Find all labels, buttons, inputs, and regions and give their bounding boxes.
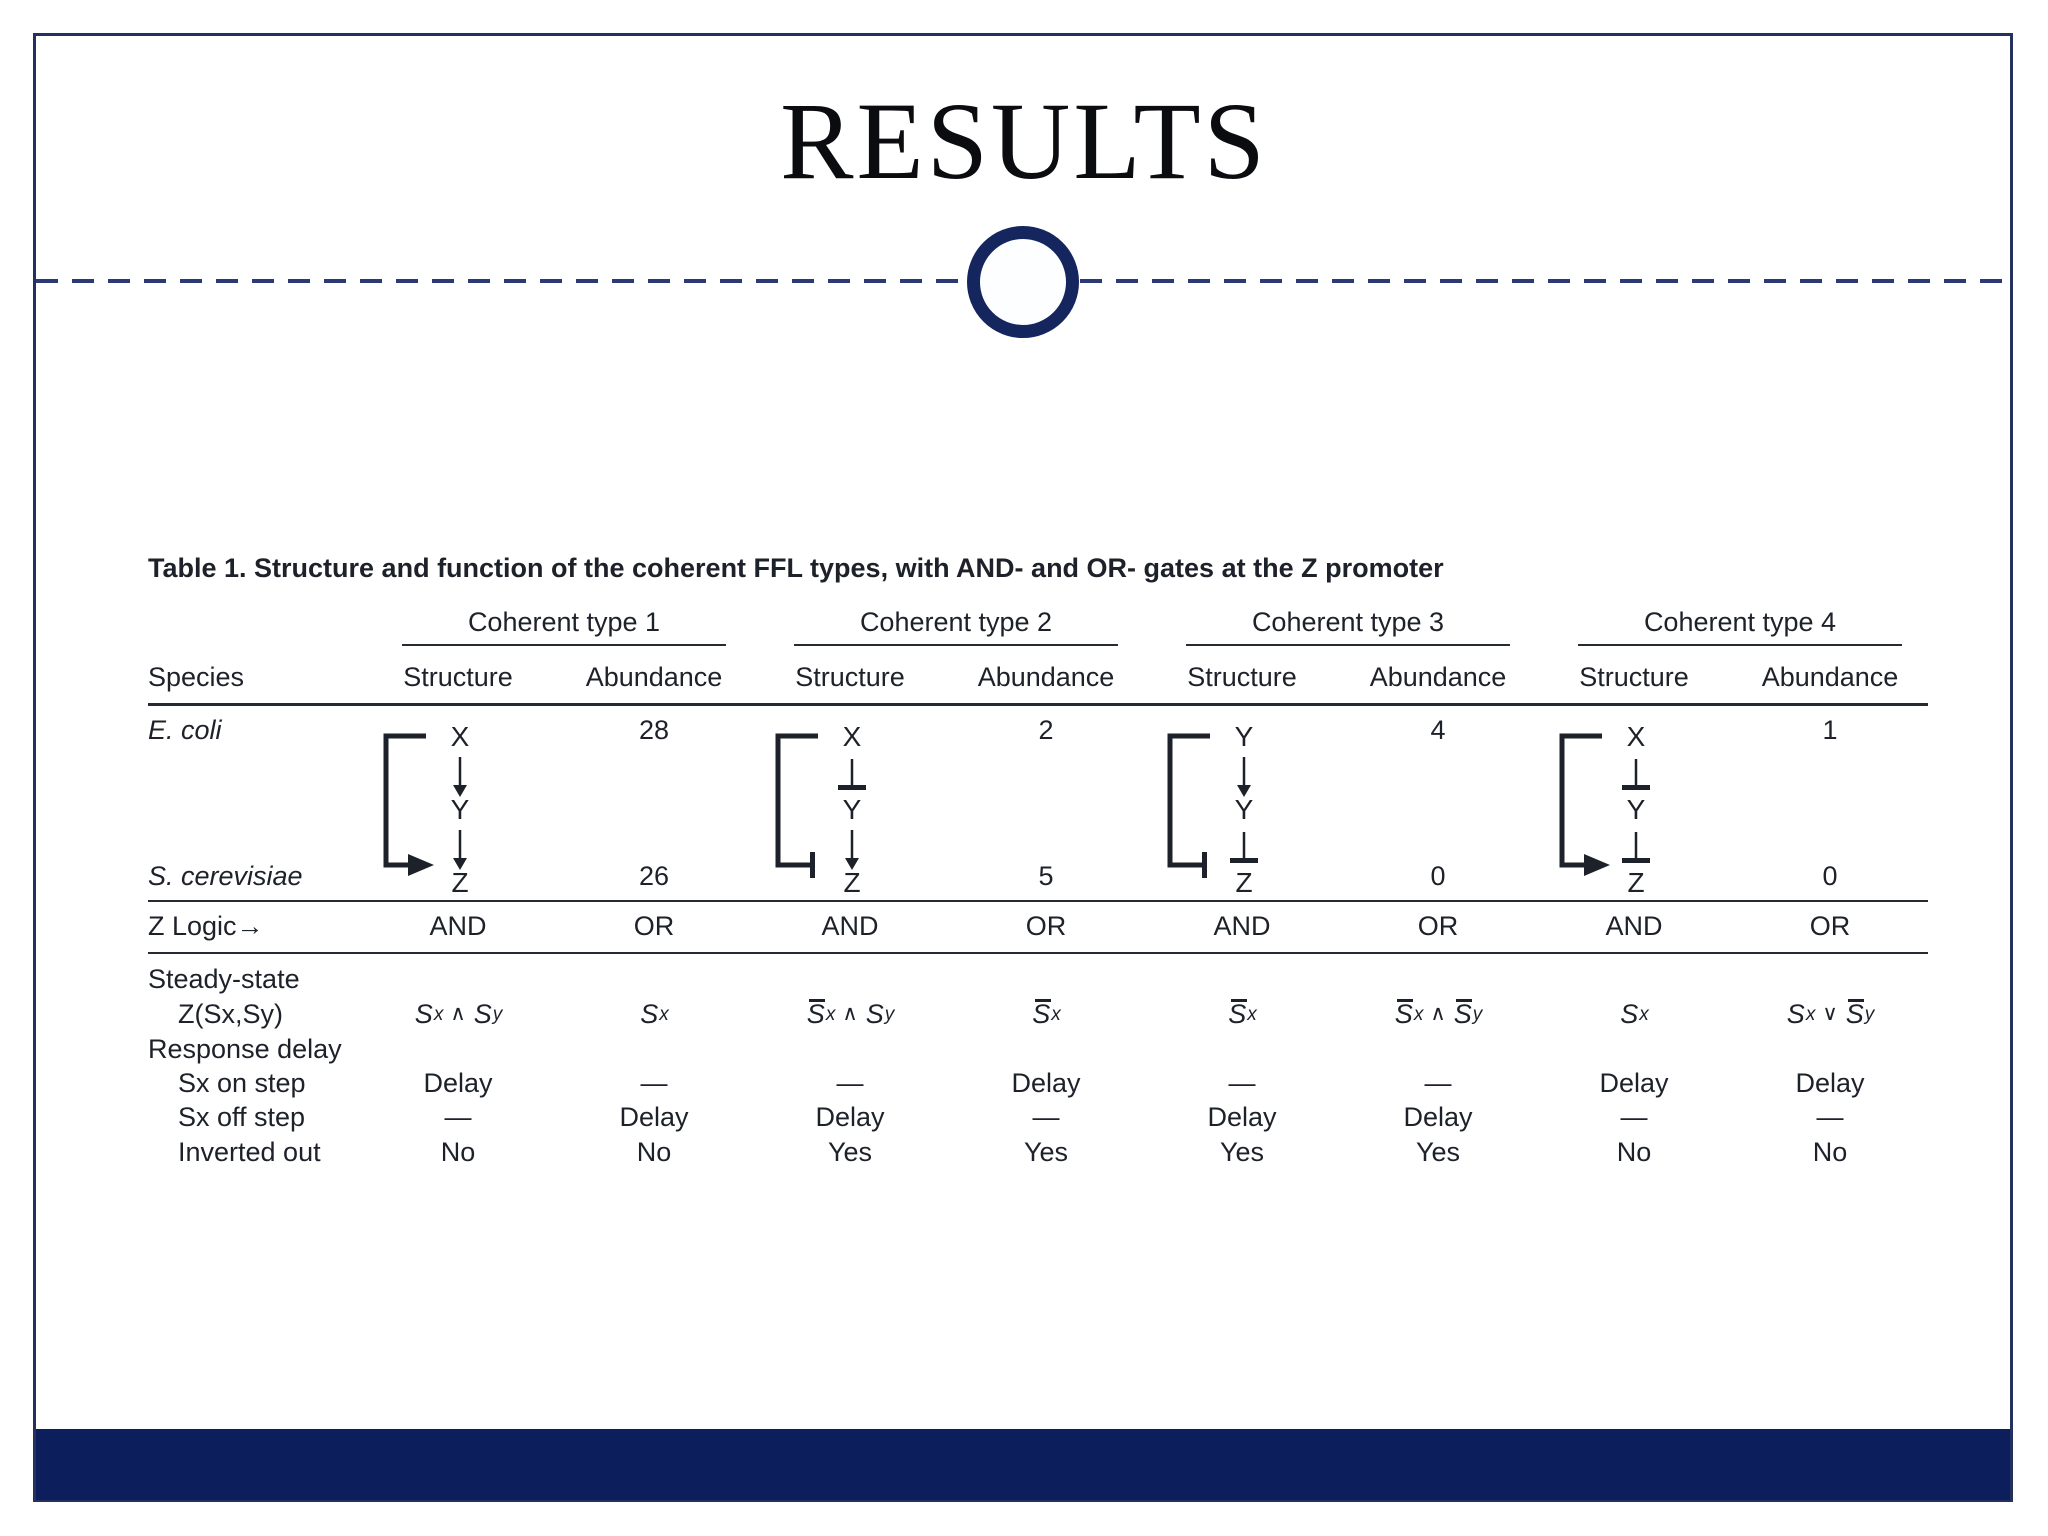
abundance-value-ecoli-type3: 4: [1430, 715, 1446, 745]
svg-text:Y: Y: [843, 794, 862, 825]
row-label-sx-off-step: Sx off step: [178, 1102, 306, 1133]
column-header-structure: Structure: [1144, 652, 1340, 706]
row-label-s-cerevisiae: S. cerevisiae: [148, 854, 360, 902]
column-header-structure: Structure: [752, 652, 948, 706]
structure-diagram-type-3: Y Y Z: [1144, 706, 1340, 902]
page-title: RESULTS: [780, 80, 1268, 202]
sx-on-step-value: Delay: [1599, 1068, 1669, 1099]
structure-diagram-type-1: X Y Z: [360, 706, 556, 902]
sx-on-step-value: —: [1424, 1068, 1452, 1099]
inverted-out-value: Yes: [1415, 1136, 1461, 1167]
svg-text:X: X: [451, 721, 470, 752]
svg-text:Z: Z: [1235, 867, 1252, 898]
abundance-value-ecoli-type4: 1: [1822, 715, 1838, 745]
sx-off-step-value: —: [444, 1102, 472, 1133]
sx-on-step-value: Delay: [423, 1068, 493, 1099]
inverted-out-value: Yes: [1023, 1136, 1069, 1167]
column-header-abundance: Abundance: [1732, 652, 1928, 706]
inverted-out-value: No: [440, 1136, 476, 1167]
abundance-value-scerevisiae-type2: 5: [948, 854, 1144, 902]
inverted-out-value: No: [1616, 1136, 1652, 1167]
sx-off-step-value: —: [1816, 1102, 1844, 1133]
svg-text:Z: Z: [451, 867, 468, 898]
structure-diagram-type-2: X Y Z: [752, 706, 948, 902]
z-logic-gate: OR: [1732, 902, 1928, 954]
z-logic-gate: OR: [556, 902, 752, 954]
svg-text:X: X: [843, 721, 862, 752]
column-header-structure: Structure: [1536, 652, 1732, 706]
sx-on-step-value: —: [836, 1068, 864, 1099]
row-label-zsxsy: Z(Sx,Sy): [178, 999, 283, 1030]
sx-off-step-value: Delay: [1207, 1102, 1277, 1133]
divider-circle-ornament: [967, 226, 1079, 338]
abundance-value-ecoli-type1: 28: [638, 715, 670, 745]
column-header-species: Species: [148, 652, 360, 706]
row-label-response-delay: Response delay: [148, 1033, 342, 1064]
svg-text:Y: Y: [1235, 721, 1254, 752]
z-logic-gate: AND: [1144, 902, 1340, 954]
column-header-structure: Structure: [360, 652, 556, 706]
z-logic-gate: AND: [1536, 902, 1732, 954]
column-header-abundance: Abundance: [1340, 652, 1536, 706]
z-logic-gate: OR: [948, 902, 1144, 954]
sx-off-step-value: Delay: [1403, 1102, 1473, 1133]
footer-bar: [36, 1429, 2010, 1500]
row-label-sx-on-step: Sx on step: [178, 1068, 306, 1099]
group-header-coherent-type-3: Coherent type 3: [1186, 600, 1510, 646]
svg-text:Y: Y: [451, 794, 470, 825]
row-label-z-logic: Z Logic→: [148, 902, 360, 954]
row-label-e-coli: E. coli: [148, 715, 222, 745]
ffl-table: Coherent type 1 Coherent type 2 Coherent…: [148, 600, 1928, 1170]
group-header-coherent-type-2: Coherent type 2: [794, 600, 1118, 646]
table-caption: Table 1. Structure and function of the c…: [148, 553, 1444, 583]
abundance-value-scerevisiae-type3: 0: [1340, 854, 1536, 902]
column-header-abundance: Abundance: [948, 652, 1144, 706]
inverted-out-value: Yes: [1219, 1136, 1265, 1167]
sx-on-step-value: —: [640, 1068, 668, 1099]
group-header-coherent-type-4: Coherent type 4: [1578, 600, 1902, 646]
abundance-value-ecoli-type2: 2: [1038, 715, 1054, 745]
z-logic-gate: AND: [360, 902, 556, 954]
group-header-coherent-type-1: Coherent type 1: [402, 600, 726, 646]
row-label-inverted-out: Inverted out: [178, 1136, 321, 1167]
sx-on-step-value: Delay: [1011, 1068, 1081, 1099]
abundance-value-scerevisiae-type4: 0: [1732, 854, 1928, 902]
svg-text:Z: Z: [843, 867, 860, 898]
sx-on-step-value: —: [1228, 1068, 1256, 1099]
svg-text:Y: Y: [1627, 794, 1646, 825]
svg-text:Y: Y: [1235, 794, 1254, 825]
svg-text:X: X: [1627, 721, 1646, 752]
z-logic-gate: OR: [1340, 902, 1536, 954]
sx-on-step-value: Delay: [1795, 1068, 1865, 1099]
inverted-out-value: Yes: [827, 1136, 873, 1167]
abundance-value-scerevisiae-type1: 26: [556, 854, 752, 902]
row-label-steady-state: Steady-state: [148, 964, 300, 995]
sx-off-step-value: —: [1620, 1102, 1648, 1133]
column-header-abundance: Abundance: [556, 652, 752, 706]
inverted-out-value: No: [636, 1136, 672, 1167]
sx-off-step-value: Delay: [619, 1102, 689, 1133]
sx-off-step-value: Delay: [815, 1102, 885, 1133]
inverted-out-value: No: [1812, 1136, 1848, 1167]
svg-text:Z: Z: [1627, 867, 1644, 898]
structure-diagram-type-4: X Y Z: [1536, 706, 1732, 902]
z-logic-gate: AND: [752, 902, 948, 954]
sx-off-step-value: —: [1032, 1102, 1060, 1133]
